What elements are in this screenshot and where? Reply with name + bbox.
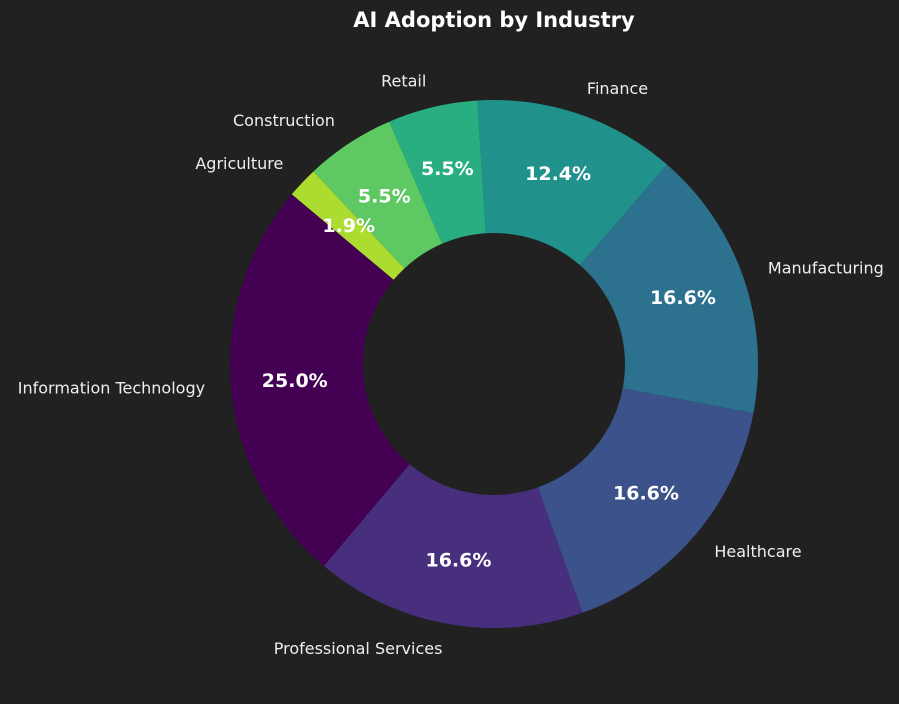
percent-label-professional-services: 16.6%	[425, 549, 491, 571]
slice-construction	[313, 121, 443, 269]
slice-manufacturing	[579, 164, 758, 413]
slice-retail	[389, 100, 486, 244]
percent-label-construction: 5.5%	[358, 185, 411, 207]
category-label-agriculture: Agriculture	[195, 154, 283, 173]
percent-label-agriculture: 1.9%	[322, 215, 375, 237]
category-label-retail: Retail	[381, 72, 426, 91]
category-label-professional-services: Professional Services	[274, 639, 443, 658]
slice-finance	[477, 100, 668, 266]
category-label-information-technology: Information Technology	[18, 379, 205, 398]
slices-group	[230, 100, 758, 628]
percent-label-manufacturing: 16.6%	[650, 287, 716, 309]
slice-professional-services	[323, 464, 583, 628]
labels-group: Information Technology 25.0% Professional …	[18, 72, 884, 658]
category-label-manufacturing: Manufacturing	[768, 258, 884, 277]
slice-healthcare	[537, 388, 754, 613]
category-label-construction: Construction	[233, 111, 335, 130]
percent-label-retail: 5.5%	[421, 158, 474, 180]
percent-label-finance: 12.4%	[525, 163, 591, 185]
category-label-finance: Finance	[587, 79, 648, 98]
category-label-healthcare: Healthcare	[714, 542, 801, 561]
slice-information-technology	[230, 194, 410, 566]
percent-label-information-technology: 25.0%	[262, 370, 328, 392]
chart-title: AI Adoption by Industry	[353, 8, 635, 32]
slice-agriculture	[291, 171, 405, 280]
percent-label-healthcare: 16.6%	[613, 482, 679, 504]
